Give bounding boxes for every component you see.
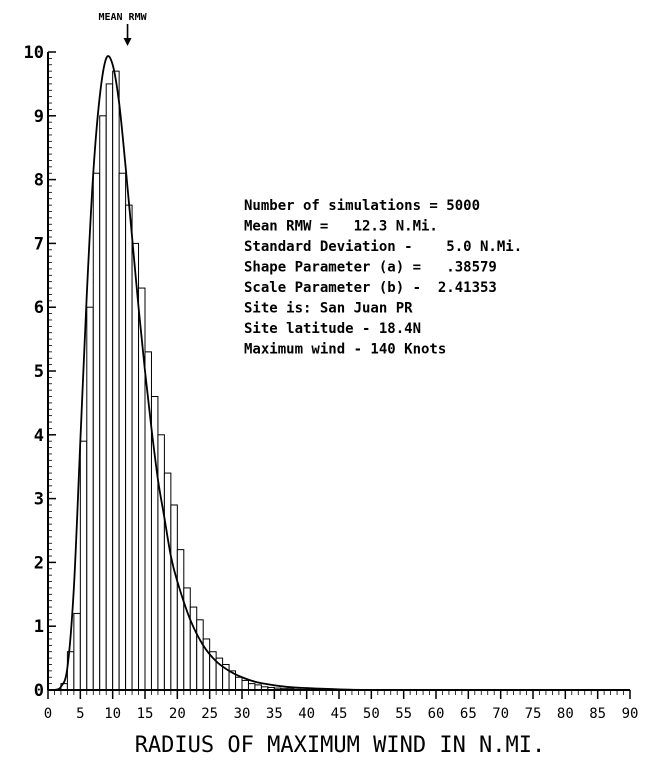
stats-line: Shape Parameter (a) = .38579 <box>244 260 497 276</box>
stats-line: Scale Parameter (b) - 2.41353 <box>244 280 497 296</box>
y-axis-ticks: 0 1 2 3 4 5 6 7 8 9 10 <box>24 43 56 701</box>
x-tick-label: 20 <box>169 706 186 722</box>
stats-line: Site latitude - 18.4N <box>244 321 421 337</box>
x-tick-label: 85 <box>589 706 606 722</box>
y-tick-label: 7 <box>34 234 44 254</box>
histogram-bar <box>163 472 172 691</box>
fitted-curve-line <box>54 55 372 691</box>
y-tick-label: 2 <box>34 553 44 573</box>
stats-line: Mean RMW = 12.3 N.Mi. <box>244 219 438 235</box>
histogram-bar <box>196 619 204 691</box>
histogram-bar <box>189 606 198 691</box>
stats-line: Maximum wind - 140 Knots <box>244 342 446 358</box>
x-tick-label: 65 <box>460 706 477 722</box>
fitted-distribution-curve <box>54 55 372 691</box>
y-tick-label: 4 <box>34 426 44 446</box>
histogram-bar <box>112 70 120 691</box>
x-tick-label: 0 <box>44 706 52 722</box>
x-tick-label: 75 <box>525 706 542 722</box>
stats-line: Site is: San Juan PR <box>244 301 413 317</box>
mean-arrow-head <box>123 38 132 46</box>
histogram-bar <box>131 242 140 691</box>
x-tick-label: 45 <box>331 706 348 722</box>
x-tick-label: 50 <box>363 706 380 722</box>
histogram-bar <box>170 504 178 691</box>
y-tick-label: 10 <box>24 43 44 63</box>
histogram-bar <box>79 440 88 691</box>
x-tick-label: 25 <box>201 706 218 722</box>
histogram-bar <box>241 679 249 691</box>
stats-line: Standard Deviation - 5.0 N.Mi. <box>244 239 522 255</box>
x-tick-label: 90 <box>622 706 639 722</box>
histogram-bar <box>105 83 114 691</box>
x-tick-label: 5 <box>76 706 84 722</box>
x-tick-label: 35 <box>266 706 283 722</box>
y-tick-label: 6 <box>34 298 44 318</box>
histogram-bars <box>60 70 314 691</box>
histogram-bar <box>235 676 243 691</box>
histogram-bar <box>138 287 146 691</box>
mean-rmw-label: MEAN RMW <box>98 12 147 23</box>
statistics-text-block: Number of simulations = 5000 Mean RMW = 1… <box>244 198 522 358</box>
y-tick-label: 5 <box>34 362 44 382</box>
y-tick-label: 9 <box>34 107 44 127</box>
y-tick-label: 0 <box>34 681 44 701</box>
x-axis-title: RADIUS OF MAXIMUM WIND IN N.MI. <box>135 733 546 758</box>
x-tick-label: 15 <box>137 706 154 722</box>
histogram-bar <box>125 204 133 691</box>
y-tick-label: 8 <box>34 171 44 191</box>
histogram-bar <box>99 115 107 691</box>
histogram-bar <box>118 172 127 691</box>
histogram-bar <box>86 306 94 691</box>
histogram-bar <box>176 549 185 691</box>
x-tick-label: 30 <box>234 706 251 722</box>
x-axis-ticks: 0 5 10 15 20 25 30 35 40 45 50 55 60 65 70 75 80 85 90 <box>44 690 639 722</box>
x-tick-label: 60 <box>428 706 445 722</box>
x-tick-label: 40 <box>298 706 315 722</box>
y-tick-label: 1 <box>34 617 44 637</box>
mean-rmw-marker: MEAN RMW <box>98 12 148 46</box>
x-tick-label: 55 <box>395 706 412 722</box>
y-tick-label: 3 <box>34 490 44 510</box>
x-tick-label: 70 <box>492 706 509 722</box>
histogram-bar <box>157 434 165 691</box>
histogram-bar <box>73 612 81 691</box>
x-tick-label: 80 <box>557 706 574 722</box>
histogram-bar <box>92 172 101 691</box>
x-tick-label: 10 <box>104 706 121 722</box>
stats-line: Number of simulations = 5000 <box>244 198 480 214</box>
